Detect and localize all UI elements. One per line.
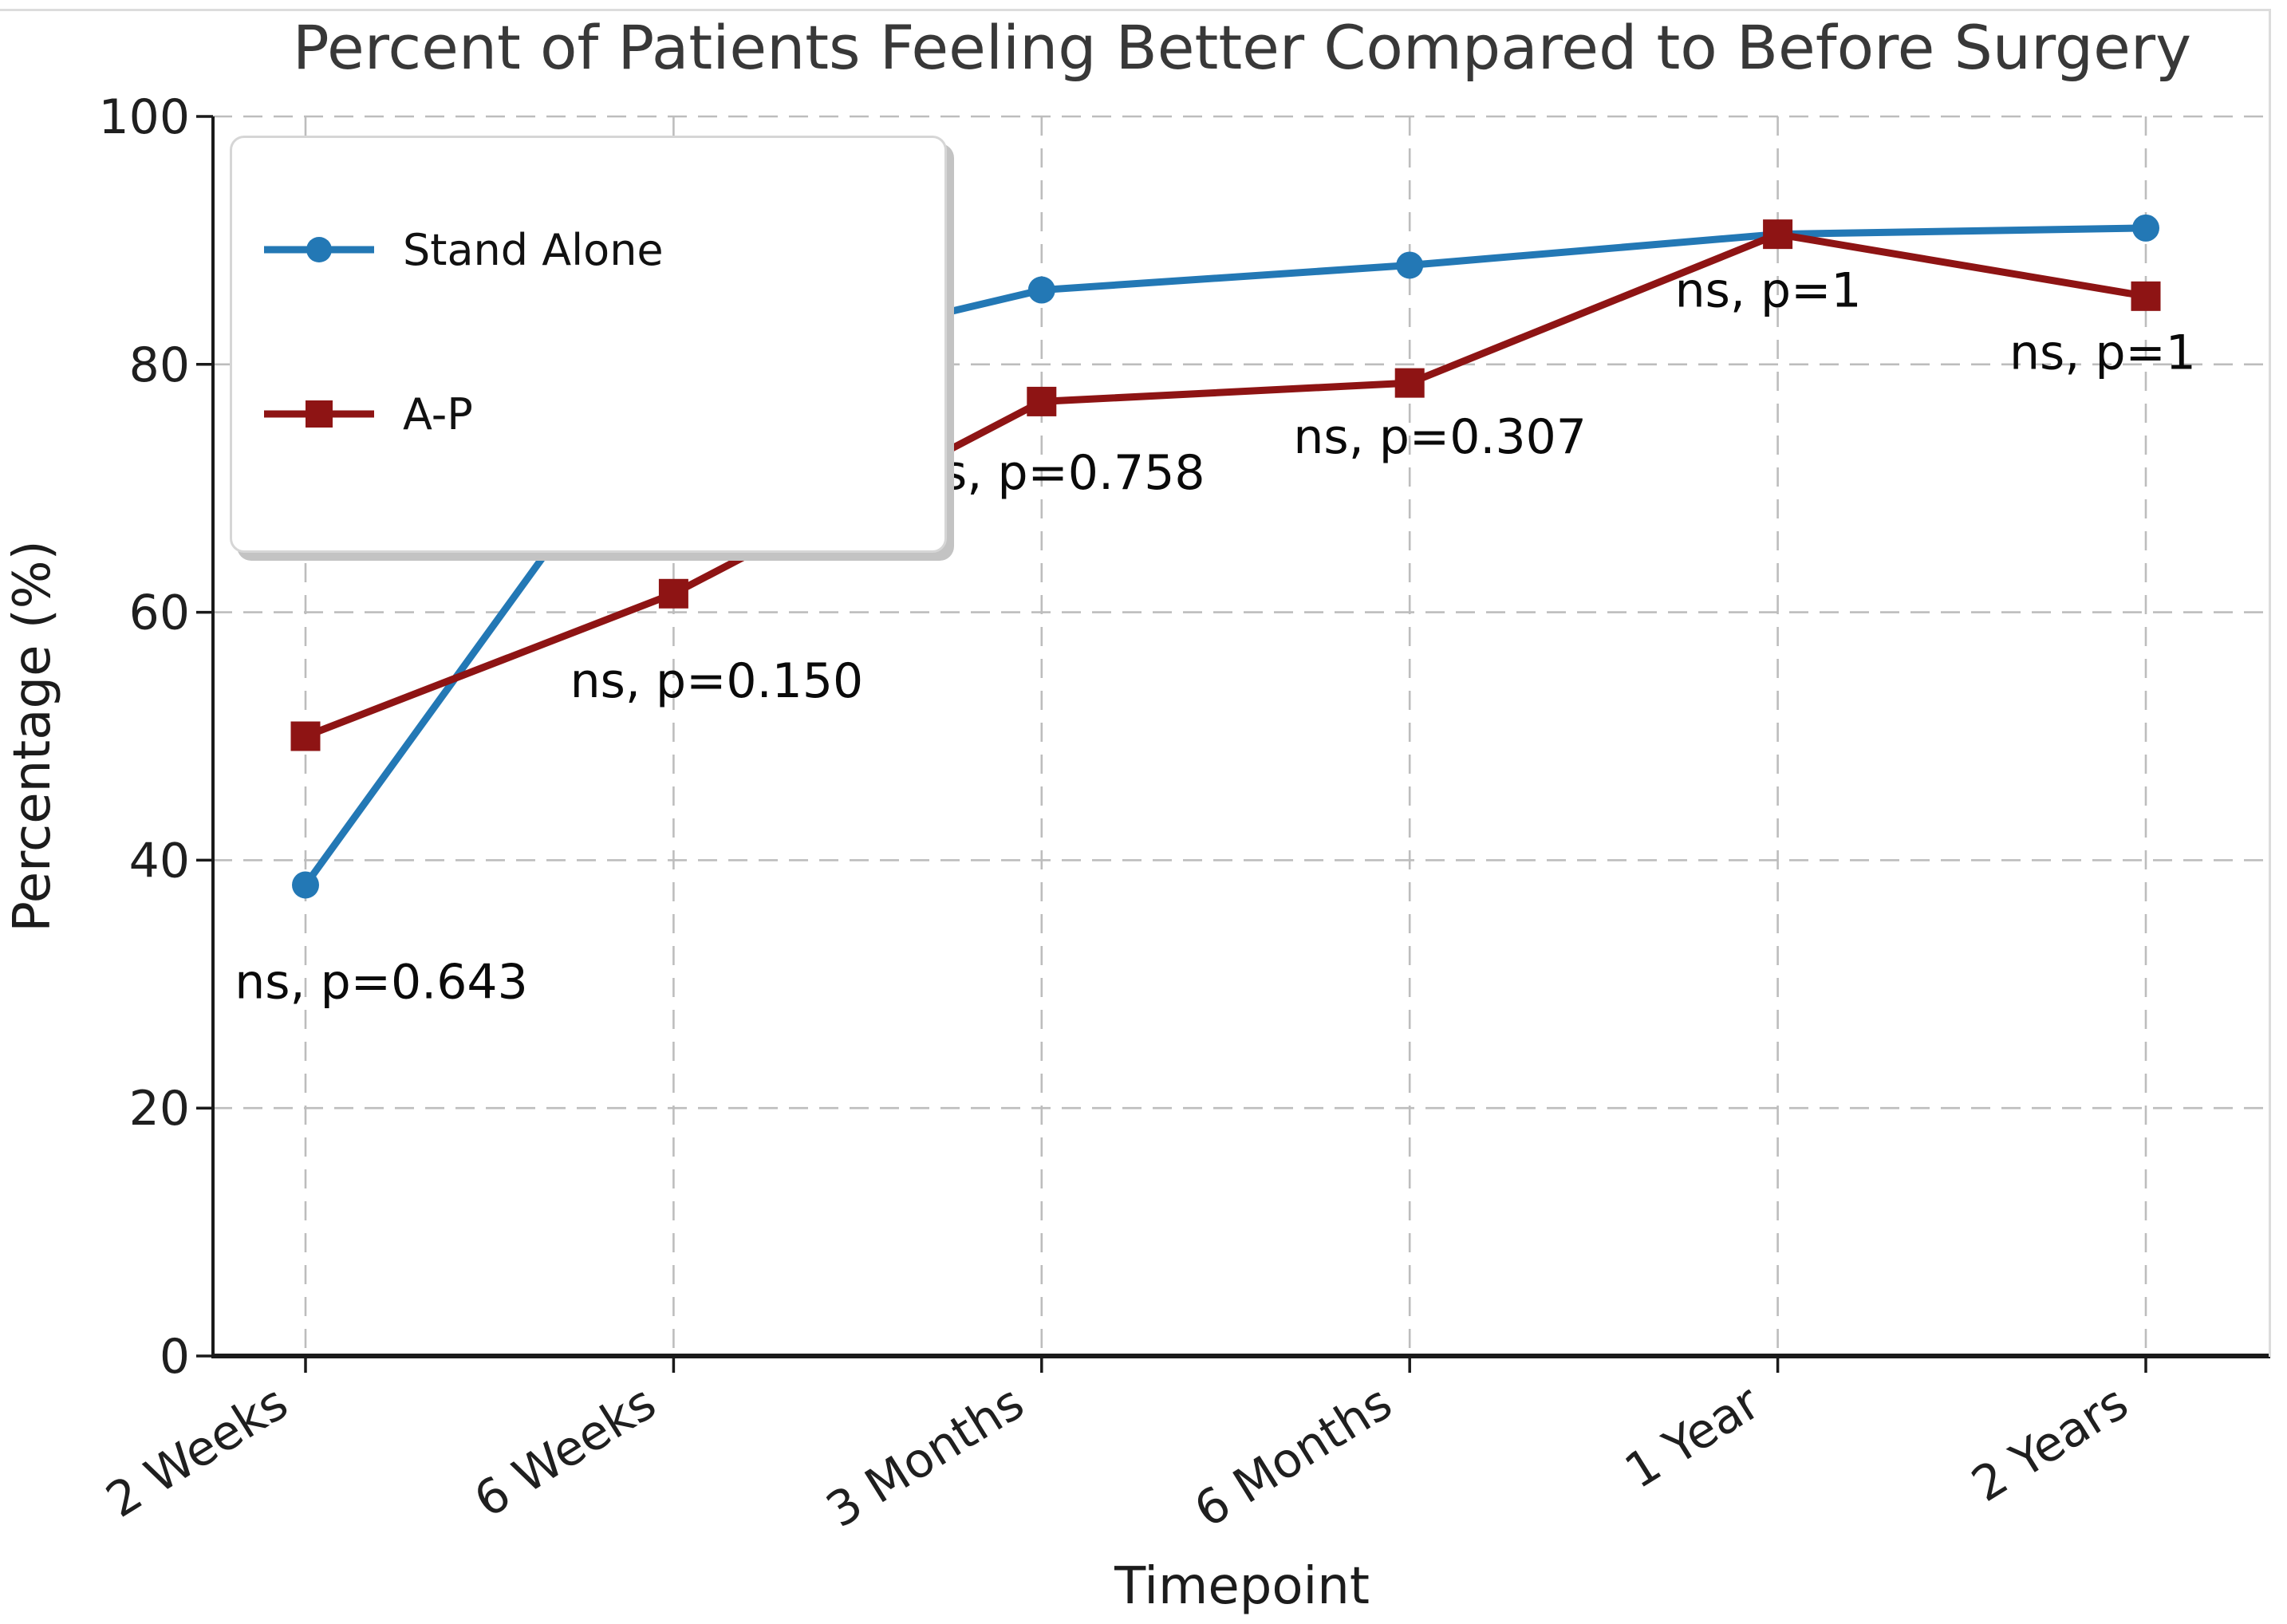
legend-item-a-p: A-P [259,347,944,481]
figure-top-border [0,9,2270,11]
data-point-circle [1027,276,1055,304]
y-tick-label: 40 [129,833,190,889]
y-tick-label: 60 [129,585,190,641]
legend: Stand Alone A-P [230,136,947,553]
line-square-marker-icon [264,400,374,428]
y-tick-label: 80 [129,337,190,393]
x-tick-label: 6 Weeks [465,1374,666,1528]
x-tick-label: 3 Months [817,1374,1034,1539]
data-point-square [1763,219,1793,250]
x-tick-label: 1 Year [1615,1374,1770,1500]
data-point-circle [1396,251,1424,279]
chart-title: Percent of Patients Feeling Better Compa… [293,12,2191,83]
legend-label: A-P [403,388,473,440]
series-line-a-p [304,231,2147,740]
figure-right-border [2269,9,2271,1357]
y-tick-label: 100 [98,89,190,145]
y-tick-label: 0 [160,1329,190,1385]
legend-label: Stand Alone [403,224,664,275]
x-tick-label: 2 Weeks [97,1374,298,1528]
p-value-annotation: ns, p=0.643 [235,955,528,1011]
annotations: ns, p=0.643 ns, p=0.150 ns, p=0.758 ns, p=0… [235,263,2196,1011]
axes [196,115,2270,1373]
data-point-square [290,721,321,751]
p-value-annotation: ns, p=0.150 [570,653,864,709]
p-value-annotation: ns, p=0.758 [912,445,1205,501]
p-value-annotation: ns, p=1 [1675,263,1862,319]
x-tick-label: 6 Months [1185,1374,1402,1539]
data-point-circle [292,871,319,899]
x-tick-label: 2 Years [1962,1374,2138,1513]
data-point-circle [2132,214,2159,242]
data-point-square [1027,386,1057,416]
data-point-square [1394,368,1425,398]
y-tick-label: 20 [129,1081,190,1137]
line-circle-marker-icon [264,237,374,262]
legend-item-stand-alone: Stand Alone [259,183,944,317]
data-point-square [2131,281,2161,311]
p-value-annotation: ns, p=1 [2009,325,2196,380]
p-value-annotation: ns, p=0.307 [1293,409,1587,465]
x-axis-label: Timepoint [1114,1557,1370,1616]
y-axis-label: Percentage (%) [3,540,62,932]
data-point-square [658,578,688,609]
